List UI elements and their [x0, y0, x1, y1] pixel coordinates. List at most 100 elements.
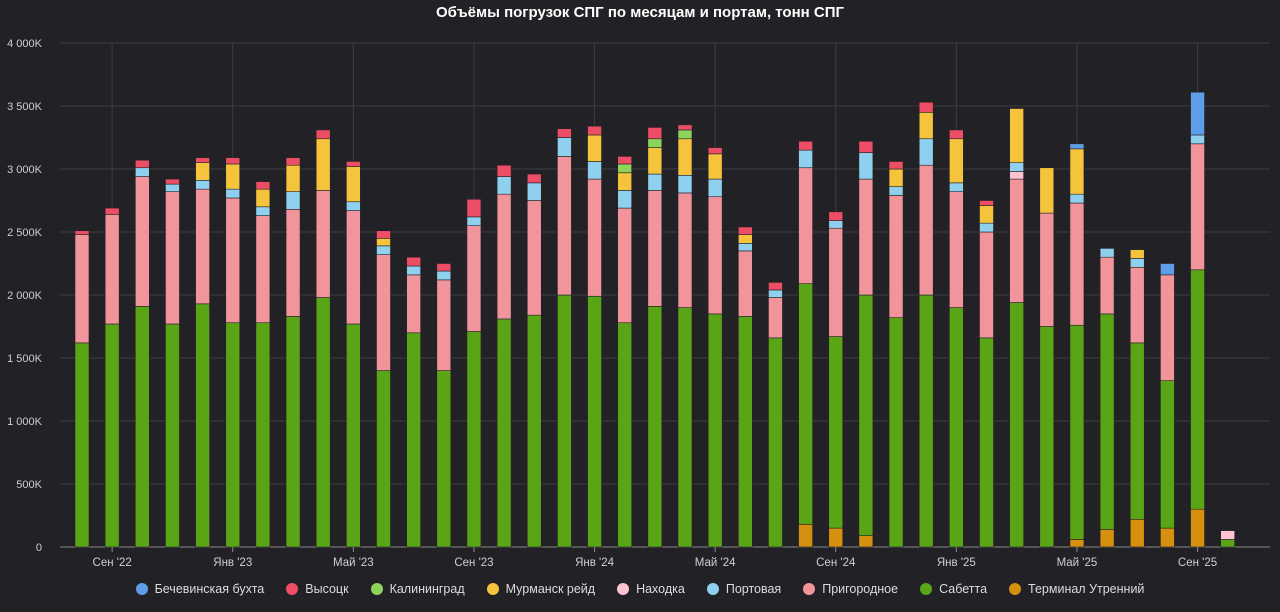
bar-segment[interactable]	[74, 342, 90, 548]
bar-segment[interactable]	[587, 178, 602, 297]
bar-segment[interactable]	[135, 167, 150, 177]
bar-segment[interactable]	[768, 297, 783, 339]
bar-segment[interactable]	[406, 265, 421, 276]
bar-segment[interactable]	[617, 207, 633, 324]
bar-segment[interactable]	[647, 138, 663, 148]
bar-segment[interactable]	[949, 138, 964, 184]
bar-segment[interactable]	[466, 216, 482, 227]
bar-segment[interactable]	[1099, 529, 1115, 548]
bar-segment[interactable]	[1039, 212, 1055, 327]
bar-segment[interactable]	[1009, 108, 1024, 163]
bar-segment[interactable]	[949, 191, 964, 308]
bar-segment[interactable]	[466, 198, 482, 218]
bar-segment[interactable]	[768, 282, 783, 291]
bar-segment[interactable]	[858, 140, 874, 153]
bar-segment[interactable]	[346, 166, 361, 203]
legend-item[interactable]: Мурманск рейд	[486, 582, 595, 596]
bar-segment[interactable]	[496, 318, 512, 548]
bar-segment[interactable]	[135, 176, 150, 307]
bar-segment[interactable]	[195, 303, 210, 548]
bar-segment[interactable]	[1190, 143, 1205, 271]
bar-segment[interactable]	[376, 230, 391, 239]
bar-segment[interactable]	[436, 263, 452, 272]
bar-segment[interactable]	[1190, 91, 1205, 136]
bar-segment[interactable]	[1069, 148, 1085, 195]
bar-segment[interactable]	[707, 153, 723, 180]
bar-segment[interactable]	[888, 317, 904, 548]
bar-segment[interactable]	[647, 147, 663, 175]
bar-segment[interactable]	[768, 337, 783, 548]
bar-segment[interactable]	[1160, 274, 1175, 381]
bar-segment[interactable]	[888, 168, 904, 187]
bar-segment[interactable]	[496, 176, 512, 195]
bar-segment[interactable]	[979, 231, 994, 339]
bar-segment[interactable]	[255, 215, 271, 324]
legend-item[interactable]: Бечевинская бухта	[135, 582, 264, 596]
legend-item[interactable]: Портовая	[706, 582, 781, 596]
bar-segment[interactable]	[225, 163, 241, 190]
bar-segment[interactable]	[1190, 134, 1205, 145]
bar-segment[interactable]	[165, 178, 180, 185]
bar-segment[interactable]	[376, 245, 391, 255]
bar-segment[interactable]	[466, 331, 482, 548]
bar-segment[interactable]	[677, 307, 693, 548]
bar-segment[interactable]	[557, 137, 572, 157]
bar-segment[interactable]	[587, 295, 602, 548]
bar-segment[interactable]	[828, 227, 844, 337]
bar-segment[interactable]	[737, 316, 753, 548]
bar-segment[interactable]	[617, 163, 633, 174]
bar-segment[interactable]	[1190, 508, 1205, 548]
bar-segment[interactable]	[888, 161, 904, 170]
bar-segment[interactable]	[979, 200, 994, 206]
bar-segment[interactable]	[918, 112, 934, 140]
bar-segment[interactable]	[1069, 539, 1085, 548]
bar-segment[interactable]	[255, 206, 271, 216]
legend-item[interactable]: Высоцк	[286, 582, 349, 596]
bar-segment[interactable]	[707, 178, 723, 198]
bar-segment[interactable]	[315, 297, 331, 548]
bar-segment[interactable]	[949, 182, 964, 192]
bar-segment[interactable]	[376, 254, 391, 371]
bar-segment[interactable]	[737, 226, 753, 235]
bar-segment[interactable]	[225, 322, 241, 548]
bar-segment[interactable]	[195, 188, 210, 305]
bar-segment[interactable]	[557, 156, 572, 296]
bar-segment[interactable]	[285, 157, 301, 166]
bar-segment[interactable]	[707, 313, 723, 548]
bar-segment[interactable]	[406, 274, 421, 334]
bar-segment[interactable]	[285, 316, 301, 548]
bar-segment[interactable]	[798, 149, 813, 169]
bar-segment[interactable]	[888, 195, 904, 318]
bar-segment[interactable]	[1069, 193, 1085, 204]
legend-item[interactable]: Терминал Утренний	[1009, 582, 1144, 596]
bar-segment[interactable]	[737, 250, 753, 317]
bar-segment[interactable]	[104, 323, 120, 548]
bar-segment[interactable]	[1129, 249, 1145, 259]
bar-segment[interactable]	[677, 192, 693, 308]
bar-segment[interactable]	[1190, 269, 1205, 510]
bar-segment[interactable]	[315, 138, 331, 191]
bar-segment[interactable]	[737, 243, 753, 252]
bar-segment[interactable]	[1160, 263, 1175, 276]
bar-segment[interactable]	[1129, 342, 1145, 520]
bar-segment[interactable]	[1160, 527, 1175, 548]
bar-segment[interactable]	[979, 337, 994, 548]
bar-segment[interactable]	[918, 138, 934, 166]
bar-segment[interactable]	[677, 175, 693, 194]
bar-segment[interactable]	[828, 220, 844, 229]
bar-segment[interactable]	[1069, 202, 1085, 326]
bar-segment[interactable]	[647, 173, 663, 191]
bar-segment[interactable]	[315, 190, 331, 298]
bar-segment[interactable]	[436, 370, 452, 548]
bar-segment[interactable]	[677, 124, 693, 131]
bar-segment[interactable]	[255, 181, 271, 190]
bar-segment[interactable]	[1099, 248, 1115, 258]
bar-segment[interactable]	[526, 182, 542, 201]
bar-segment[interactable]	[949, 129, 964, 140]
bar-segment[interactable]	[406, 332, 421, 548]
bar-segment[interactable]	[104, 207, 120, 215]
legend-item[interactable]: Находка	[617, 582, 685, 596]
bar-segment[interactable]	[1039, 167, 1055, 214]
bar-segment[interactable]	[888, 186, 904, 196]
bar-segment[interactable]	[285, 191, 301, 210]
